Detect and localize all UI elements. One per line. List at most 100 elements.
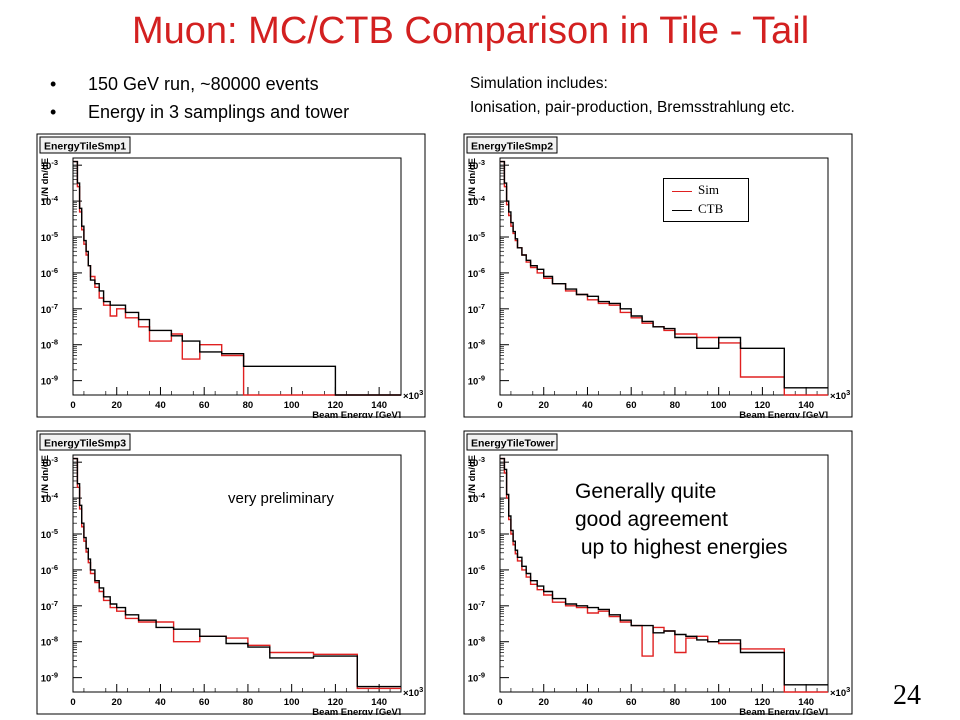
y-tick-base: 10 — [468, 674, 479, 685]
y-tick-base: 10 — [41, 377, 52, 388]
y-tick-exp: -5 — [478, 230, 485, 239]
y-tick-label: 10-6 — [41, 563, 58, 577]
x-tick-label: 100 — [284, 400, 300, 411]
y-tick-label: 10-8 — [41, 338, 58, 352]
y-tick-base: 10 — [41, 197, 52, 208]
chart-title-box — [466, 433, 558, 451]
y-tick-exp: -4 — [51, 194, 58, 203]
y-tick-exp: -9 — [478, 374, 485, 383]
chart-panel-smp2: EnergyTileSmp2 10-3 10-4 10-5 10-6 10-7 10-8 10… — [463, 133, 853, 418]
y-tick-exp: -6 — [478, 563, 485, 572]
y-tick-exp: -9 — [51, 374, 58, 383]
y-tick-base: 10 — [41, 530, 52, 541]
preliminary-note: very preliminary — [228, 490, 334, 507]
y-tick-label: 10-4 — [468, 491, 486, 505]
x-tick-label: 0 — [497, 400, 502, 411]
y-tick-label: 10-5 — [468, 230, 485, 244]
y-tick-base: 10 — [41, 305, 52, 316]
x-axis-label: Beam Energy [GeV] — [312, 707, 401, 715]
series-line-ctb — [500, 457, 828, 686]
y-tick-base: 10 — [468, 377, 479, 388]
x-tick-label: 100 — [711, 400, 727, 411]
y-tick-exp: -5 — [51, 527, 58, 536]
x-multiplier-exp: 3 — [419, 388, 423, 397]
chart-panel-tower: EnergyTileTower 10-3 10-4 10-5 10-6 10-7 10-8 1… — [463, 430, 853, 715]
x-tick-label: 60 — [199, 697, 210, 708]
x-tick-label: 40 — [155, 697, 166, 708]
y-tick-label: 10-7 — [41, 599, 58, 613]
y-tick-exp: -4 — [51, 491, 58, 500]
y-tick-exp: -8 — [51, 338, 58, 347]
x-tick-label: 120 — [754, 697, 770, 708]
x-tick-label: 80 — [670, 400, 681, 411]
y-tick-base: 10 — [468, 530, 479, 541]
bullet-item: • Energy in 3 samplings and tower — [50, 102, 350, 122]
legend-label-ctb: CTB — [698, 201, 724, 216]
y-tick-exp: -3 — [51, 455, 58, 464]
series-line-ctb — [73, 160, 401, 396]
bullet-list: • 150 GeV run, ~80000 events • Energy in 3… — [50, 70, 349, 126]
chart-svg: EnergyTileSmp310-310-410-510-610-710-810… — [36, 430, 426, 715]
series-line-sim — [500, 457, 828, 693]
y-tick-exp: -6 — [51, 266, 58, 275]
y-tick-label: 10-6 — [468, 266, 485, 280]
y-tick-label: 10-9 — [41, 671, 58, 685]
y-tick-base: 10 — [468, 494, 479, 505]
legend-entry-sim: Sim — [672, 182, 719, 198]
y-tick-label: 10-5 — [41, 527, 58, 541]
y-tick-base: 10 — [41, 233, 52, 244]
chart-title: EnergyTileSmp1 — [44, 141, 126, 153]
y-tick-label: 10-7 — [41, 302, 58, 316]
x-tick-label: 20 — [538, 697, 549, 708]
y-tick-label: 10-7 — [468, 599, 485, 613]
y-tick-label: 10-6 — [468, 563, 485, 577]
slide-title: Muon: MC/CTB Comparison in Tile - Tail — [132, 10, 810, 52]
x-tick-label: 80 — [670, 697, 681, 708]
y-tick-base: 10 — [41, 161, 52, 172]
x-tick-label: 60 — [626, 400, 637, 411]
y-tick-exp: -3 — [51, 158, 58, 167]
y-tick-base: 10 — [41, 458, 52, 469]
chart-legend: Sim CTB — [663, 178, 749, 222]
x-multiplier-base: ×10 — [403, 391, 419, 402]
bullet-text: 150 GeV run, ~80000 events — [88, 74, 319, 94]
y-tick-label: 10-5 — [41, 230, 58, 244]
y-tick-base: 10 — [41, 602, 52, 613]
x-multiplier-base: ×10 — [830, 688, 846, 699]
y-tick-base: 10 — [468, 341, 479, 352]
bullet-text: Energy in 3 samplings and tower — [88, 102, 350, 122]
y-tick-base: 10 — [468, 458, 479, 469]
x-tick-label: 20 — [111, 697, 122, 708]
y-tick-label: 10-4 — [468, 194, 486, 208]
series-line-ctb — [500, 160, 828, 389]
x-multiplier-exp: 3 — [846, 388, 850, 397]
chart-title: EnergyTileSmp3 — [44, 438, 126, 450]
x-tick-label: 120 — [327, 697, 343, 708]
y-tick-exp: -5 — [478, 527, 485, 536]
y-tick-exp: -7 — [51, 599, 58, 608]
x-tick-label: 120 — [754, 400, 770, 411]
x-tick-label: 40 — [582, 697, 593, 708]
y-tick-exp: -9 — [478, 671, 485, 680]
page-number: 24 — [893, 680, 921, 711]
y-tick-base: 10 — [468, 305, 479, 316]
y-tick-base: 10 — [468, 161, 479, 172]
x-axis-label: Beam Energy [GeV] — [739, 410, 828, 418]
y-tick-base: 10 — [41, 566, 52, 577]
y-tick-base: 10 — [41, 341, 52, 352]
y-axis-label: 1/N dn/dE — [40, 455, 51, 499]
y-tick-exp: -3 — [478, 455, 485, 464]
chart-canvas-frame — [463, 430, 853, 715]
y-tick-label: 10-3 — [468, 158, 485, 172]
x-tick-label: 60 — [626, 697, 637, 708]
x-tick-label: 0 — [497, 697, 502, 708]
x-multiplier-exp: 3 — [419, 685, 423, 694]
y-tick-base: 10 — [41, 638, 52, 649]
x-axis-multiplier: ×103 — [830, 685, 850, 699]
chart-panel-smp1: EnergyTileSmp1 10-3 10-4 10-5 10-6 10-7 10-8 10… — [36, 133, 426, 418]
legend-entry-ctb: CTB — [672, 201, 723, 217]
x-axis-label: Beam Energy [GeV] — [739, 707, 828, 715]
y-tick-label: 10-7 — [468, 302, 485, 316]
y-tick-label: 10-5 — [468, 527, 485, 541]
y-tick-exp: -3 — [478, 158, 485, 167]
